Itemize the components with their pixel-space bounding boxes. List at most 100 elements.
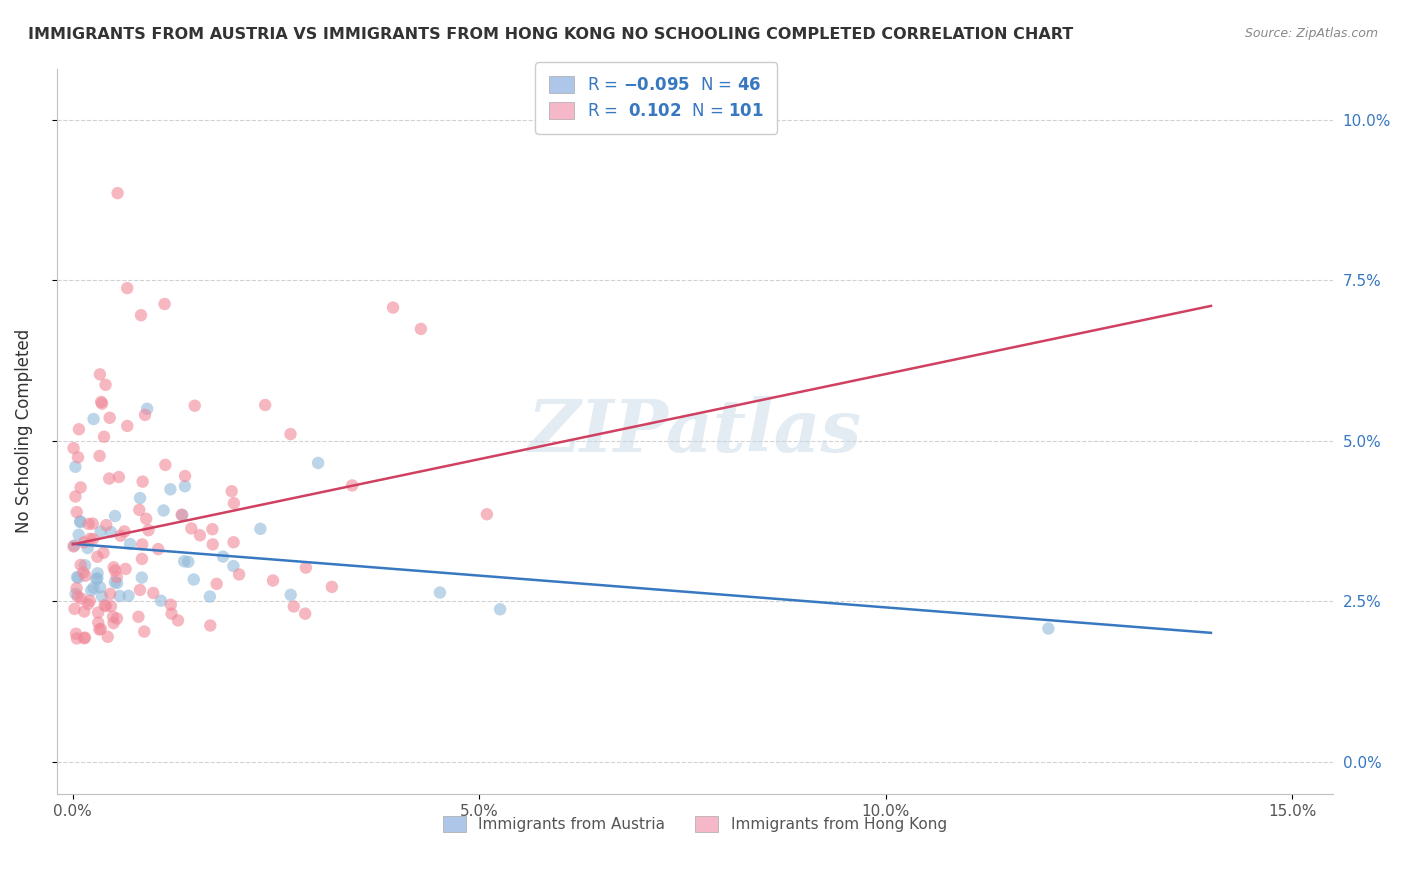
Point (98, 587, 121, 601)
Point (93, 430, 115, 444)
Point (107, 186, 129, 201)
Point (159, 483, 181, 497)
Y-axis label: No Schooling Completed: No Schooling Completed (15, 329, 32, 533)
Point (174, 479, 197, 493)
Point (65, 626, 87, 640)
Point (63, 602, 86, 616)
Point (115, 281, 138, 295)
Point (65, 582, 87, 596)
Point (110, 529, 132, 543)
Point (73, 558, 96, 573)
Point (155, 458, 177, 472)
Point (91, 590, 114, 604)
Point (159, 598, 181, 612)
Point (66, 450, 89, 465)
Point (82, 516, 104, 531)
Point (62, 540, 84, 554)
Point (69, 558, 91, 572)
Point (104, 564, 127, 578)
Point (321, 580, 343, 594)
Point (205, 577, 228, 591)
Point (80, 583, 103, 598)
Point (73, 535, 96, 549)
Point (93, 598, 115, 612)
Point (136, 401, 159, 416)
Point (222, 535, 245, 549)
Point (65, 587, 87, 601)
Point (97, 630, 120, 644)
Point (146, 542, 169, 557)
Point (188, 528, 211, 542)
Point (128, 503, 150, 517)
Point (90, 395, 112, 409)
Point (1038, 622, 1060, 636)
Point (134, 408, 156, 422)
Point (89, 580, 111, 594)
Point (180, 521, 202, 535)
Point (295, 560, 318, 574)
Point (152, 503, 174, 517)
Point (294, 607, 316, 621)
Point (174, 469, 197, 483)
Point (90, 622, 112, 636)
Point (167, 613, 190, 627)
Point (104, 575, 127, 590)
Point (104, 508, 127, 523)
Point (79, 594, 101, 608)
Point (98, 410, 121, 425)
Text: ZIPatlas: ZIPatlas (527, 396, 862, 467)
Point (183, 399, 205, 413)
Point (72, 566, 94, 580)
Point (67, 422, 90, 436)
Point (131, 475, 153, 489)
Point (98, 472, 121, 486)
Point (89, 368, 111, 382)
Point (307, 456, 329, 470)
Point (249, 522, 271, 536)
Point (69, 480, 91, 494)
Point (228, 567, 250, 582)
Point (75, 568, 97, 582)
Point (67, 571, 90, 585)
Text: Source: ZipAtlas.com: Source: ZipAtlas.com (1244, 27, 1378, 40)
Point (262, 574, 284, 588)
Point (79, 532, 101, 546)
Point (87, 606, 110, 620)
Point (73, 631, 96, 645)
Point (66, 505, 89, 519)
Point (280, 427, 302, 442)
Point (94, 377, 117, 392)
Point (114, 562, 136, 576)
Point (108, 470, 131, 484)
Point (201, 522, 224, 536)
Point (409, 322, 432, 336)
Point (222, 559, 245, 574)
Point (177, 555, 200, 569)
Point (183, 573, 205, 587)
Point (86, 549, 108, 564)
Point (475, 508, 498, 522)
Point (105, 611, 128, 625)
Point (201, 537, 224, 551)
Point (83, 412, 105, 426)
Point (67, 528, 90, 542)
Point (73, 605, 96, 619)
Point (70, 591, 93, 606)
Point (83, 581, 105, 595)
Text: IMMIGRANTS FROM AUSTRIA VS IMMIGRANTS FROM HONG KONG NO SCHOOLING COMPLETED CORR: IMMIGRANTS FROM AUSTRIA VS IMMIGRANTS FR… (28, 27, 1073, 42)
Point (212, 549, 235, 564)
Point (120, 537, 142, 551)
Point (77, 597, 100, 611)
Point (283, 599, 305, 614)
Point (66, 632, 89, 646)
Point (87, 615, 110, 630)
Point (340, 478, 363, 492)
Point (254, 398, 277, 412)
Point (91, 396, 114, 410)
Point (93, 546, 115, 560)
Point (127, 609, 149, 624)
Point (62, 441, 84, 455)
Point (103, 560, 125, 574)
Point (82, 532, 104, 546)
Point (117, 419, 139, 434)
